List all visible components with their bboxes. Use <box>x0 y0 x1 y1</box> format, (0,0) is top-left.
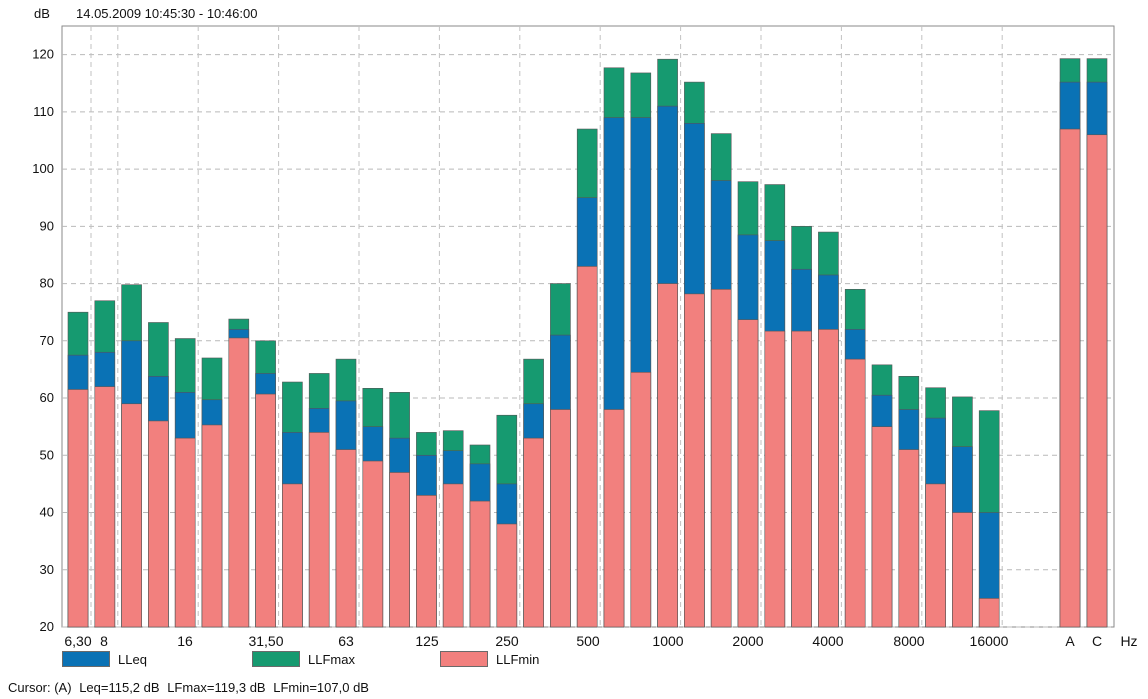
x-tick-label: 2000 <box>732 633 763 649</box>
x-tick-label: 4000 <box>812 633 843 649</box>
y-tick-label: 20 <box>40 619 54 634</box>
cursor-label: Cursor: (A) <box>8 680 72 695</box>
x-tick-label: A <box>1065 633 1075 649</box>
x-tick-label: 6,30 <box>64 633 91 649</box>
x-tick-label: 31,50 <box>248 633 283 649</box>
legend: LLeq LLFmax LLFmin <box>62 651 630 667</box>
x-tick-label: 125 <box>415 633 439 649</box>
y-tick-label: 60 <box>40 390 54 405</box>
bar-llfmin-12.5 <box>148 420 169 628</box>
x-tick-label: 63 <box>338 633 354 649</box>
x-tick-label: 16 <box>177 633 193 649</box>
x-tick-label: 1000 <box>652 633 683 649</box>
bar-llfmin-630 <box>603 409 625 628</box>
bar-llfmin-1600 <box>710 288 732 628</box>
bar-llfmin-2500 <box>764 330 786 628</box>
bar-llfmin-800 <box>630 371 652 628</box>
x-tick-label: 500 <box>576 633 600 649</box>
y-tick-label: 120 <box>32 47 54 62</box>
axis-layer: 20 30 40 50 60 70 80 90 100 110 120 6,30 8 16 31,50 63 1… <box>32 47 1137 649</box>
measurement-timestamp: 14.05.2009 10:45:30 - 10:46:00 <box>76 6 258 21</box>
bar-llfmin-6.3 <box>67 389 89 628</box>
y-tick-label: 70 <box>40 333 54 348</box>
bar-llfmin-400 <box>550 409 571 628</box>
bars-layer <box>67 58 1108 628</box>
legend-label-llfmin: LLFmin <box>496 651 540 667</box>
x-tick-label: 8000 <box>893 633 924 649</box>
legend-item-llfmin: LLFmin <box>440 651 630 667</box>
bar-llfmin-50 <box>308 432 330 628</box>
legend-swatch-llfmax <box>252 651 300 667</box>
bar-llfmin-A <box>1059 128 1081 628</box>
spectrum-chart: 20 30 40 50 60 70 80 90 100 110 120 6,30 8 16 31,50 63 1… <box>32 25 1138 649</box>
cursor-readout: Cursor: (A) Leq=115,2 dB LFmax=119,3 dB … <box>8 680 373 695</box>
y-tick-label: 80 <box>40 276 54 291</box>
legend-item-llfmax: LLFmax <box>252 651 440 667</box>
bar-llfmin-20 <box>201 424 223 628</box>
x-tick-label: 8 <box>100 633 108 649</box>
bar-llfmin-100 <box>389 472 410 628</box>
bar-llfmin-500 <box>576 266 598 628</box>
bar-llfmin-63 <box>335 449 357 628</box>
bar-llfmin-3150 <box>791 330 812 628</box>
cursor-leq: Leq=115,2 dB <box>79 680 160 695</box>
bar-llfmin-8 <box>94 386 116 628</box>
bar-llfmin-12500 <box>952 512 973 628</box>
y-tick-label: 110 <box>33 104 54 119</box>
bar-llfmin-2000 <box>737 319 759 628</box>
bar-llfmin-6300 <box>871 426 893 628</box>
y-tick-label: 30 <box>40 562 54 577</box>
bar-llfmin-315 <box>523 437 544 628</box>
legend-swatch-lleq <box>62 651 110 667</box>
bar-llfmin-31.5 <box>255 393 276 628</box>
bar-llfmin-5000 <box>844 358 866 628</box>
x-tick-label: C <box>1092 633 1102 649</box>
y-tick-label: 90 <box>40 218 54 233</box>
bar-llfmin-200 <box>469 500 491 628</box>
bar-llfmin-1000 <box>657 283 678 628</box>
legend-item-lleq: LLeq <box>62 651 252 667</box>
bar-llfmin-4000 <box>818 329 839 628</box>
bar-llfmin-10000 <box>925 483 946 628</box>
bar-llfmin-10 <box>121 403 142 628</box>
bar-llfmin-16 <box>174 437 196 628</box>
legend-swatch-llfmin <box>440 651 488 667</box>
bar-llfmin-16000 <box>978 598 1000 628</box>
bar-llfmin-250 <box>496 523 518 628</box>
cursor-lfmax: LFmax=119,3 dB <box>167 680 266 695</box>
y-tick-label: 100 <box>32 161 54 176</box>
bar-llfmin-8000 <box>898 449 920 628</box>
y-axis-unit: dB <box>34 6 50 21</box>
y-tick-label: 40 <box>40 505 54 520</box>
cursor-lfmin: LFmin=107,0 dB <box>273 680 369 695</box>
y-tick-label: 50 <box>40 447 54 462</box>
bar-llfmin-160 <box>442 483 464 628</box>
x-unit-label: Hz <box>1120 633 1137 649</box>
x-tick-label: 250 <box>495 633 519 649</box>
bar-llfmin-80 <box>362 460 384 628</box>
bar-llfmin-125 <box>416 495 437 628</box>
bar-llfmin-40 <box>282 483 303 628</box>
bar-llfmin-C <box>1086 134 1108 628</box>
legend-label-llfmax: LLFmax <box>308 651 355 667</box>
x-tick-label: 16000 <box>970 633 1009 649</box>
bar-llfmin-1250 <box>684 293 705 628</box>
bar-llfmin-25 <box>228 337 250 628</box>
legend-label-lleq: LLeq <box>118 651 147 667</box>
